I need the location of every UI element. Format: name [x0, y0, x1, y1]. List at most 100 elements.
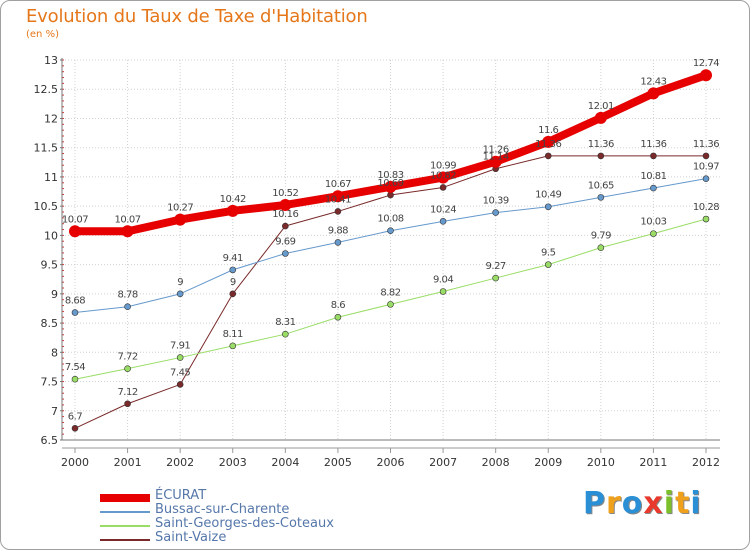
- x-tick-label: 2008: [482, 456, 510, 469]
- data-point: [542, 135, 555, 148]
- data-point: [597, 152, 605, 160]
- data-label: 9.27: [486, 261, 506, 272]
- data-label: 11.36: [588, 139, 614, 150]
- data-label: 10.07: [62, 214, 88, 225]
- x-tick-label: 2007: [429, 456, 457, 469]
- x-tick-label: 2011: [639, 456, 667, 469]
- x-tick-label: 2001: [114, 456, 142, 469]
- data-point: [650, 230, 657, 237]
- data-label: 10.03: [640, 217, 666, 228]
- data-label: 10.83: [377, 170, 403, 181]
- logo-letter: i: [663, 486, 676, 521]
- y-tick-label: 11: [44, 171, 58, 184]
- data-label: 7.91: [170, 341, 190, 352]
- data-point: [71, 309, 79, 316]
- x-tick-label: 2009: [534, 456, 562, 469]
- data-label: 10.28: [693, 202, 719, 213]
- data-point: [597, 194, 605, 201]
- logo-letter: o: [621, 486, 644, 521]
- proxiti-logo: Proxiti: [583, 486, 702, 521]
- data-point: [597, 244, 605, 251]
- data-point: [439, 184, 447, 191]
- data-point: [229, 342, 237, 350]
- legend-swatch: [100, 525, 150, 527]
- data-point: [176, 290, 184, 298]
- data-label: 10.67: [325, 179, 351, 190]
- y-tick-label: 12: [44, 112, 58, 125]
- data-label: 10.24: [430, 204, 456, 215]
- y-tick-label: 11.5: [34, 142, 59, 155]
- data-point: [544, 261, 552, 268]
- data-label: 11.14: [483, 152, 509, 163]
- data-label: 11.36: [693, 139, 719, 150]
- data-point: [229, 266, 237, 274]
- data-label: 10.41: [325, 194, 351, 205]
- data-point: [282, 250, 289, 257]
- data-point: [384, 180, 397, 193]
- data-point: [331, 190, 344, 203]
- data-point: [279, 198, 292, 211]
- data-label: 10.99: [430, 161, 456, 172]
- data-label: 10.42: [220, 194, 246, 205]
- y-tick-label: 6.5: [41, 434, 59, 447]
- data-point: [334, 313, 342, 321]
- data-point: [702, 152, 710, 160]
- data-point: [594, 111, 607, 124]
- y-tick-label: 13: [44, 54, 58, 67]
- data-label: 10.08: [377, 214, 403, 225]
- data-point: [492, 274, 499, 282]
- data-point: [702, 215, 710, 223]
- legend-label: ÉCURAT: [155, 488, 207, 503]
- data-label: 7.45: [170, 367, 190, 378]
- y-tick-label: 7.5: [41, 376, 59, 389]
- data-label: 11.26: [483, 145, 509, 156]
- data-label: 11.36: [640, 139, 666, 150]
- x-tick-label: 2000: [61, 456, 89, 469]
- data-label: 9.04: [433, 275, 453, 286]
- y-tick-label: 9: [51, 288, 58, 301]
- y-tick-label: 9.5: [41, 259, 59, 272]
- data-label: 6.7: [68, 411, 83, 422]
- data-point: [439, 288, 447, 295]
- legend-label: Saint-Vaize: [155, 530, 227, 545]
- data-label: 8.82: [380, 287, 400, 298]
- data-point: [71, 375, 79, 383]
- x-tick-label: 2005: [324, 456, 352, 469]
- data-point: [121, 225, 134, 238]
- x-tick-label: 2012: [692, 456, 720, 469]
- legend-swatch: [100, 494, 150, 502]
- y-tick-label: 7: [51, 405, 58, 418]
- data-label: 10.65: [588, 180, 614, 191]
- data-label: 10.07: [115, 214, 141, 225]
- x-tick-label: 2010: [587, 456, 615, 469]
- data-label: 12.43: [640, 76, 666, 87]
- data-point: [226, 204, 239, 217]
- data-point: [71, 425, 79, 432]
- x-tick-label: 2006: [377, 456, 405, 469]
- data-point: [282, 222, 289, 230]
- data-label: 10.49: [535, 190, 561, 201]
- data-point: [387, 227, 394, 235]
- x-tick-label: 2002: [166, 456, 194, 469]
- data-label: 10.52: [272, 188, 298, 199]
- logo-letter: t: [675, 486, 691, 521]
- data-point: [176, 354, 184, 361]
- logo-letter: i: [690, 486, 702, 521]
- data-point: [334, 208, 342, 215]
- data-point: [174, 213, 187, 226]
- y-tick-label: 12.5: [34, 83, 59, 96]
- data-label: 10.82: [430, 170, 456, 181]
- y-tick-label: 8.5: [41, 317, 59, 330]
- data-point: [334, 239, 342, 246]
- chart-unit-label: (en %): [26, 29, 59, 40]
- data-label: 10.81: [640, 171, 666, 182]
- data-point: [700, 69, 712, 82]
- data-point: [439, 218, 447, 225]
- data-point: [544, 152, 552, 160]
- data-label: 12.01: [588, 101, 614, 112]
- y-tick-label: 8: [51, 346, 58, 359]
- y-tick-label: 10: [44, 229, 58, 242]
- legend-label: Bussac-sur-Charente: [155, 502, 290, 517]
